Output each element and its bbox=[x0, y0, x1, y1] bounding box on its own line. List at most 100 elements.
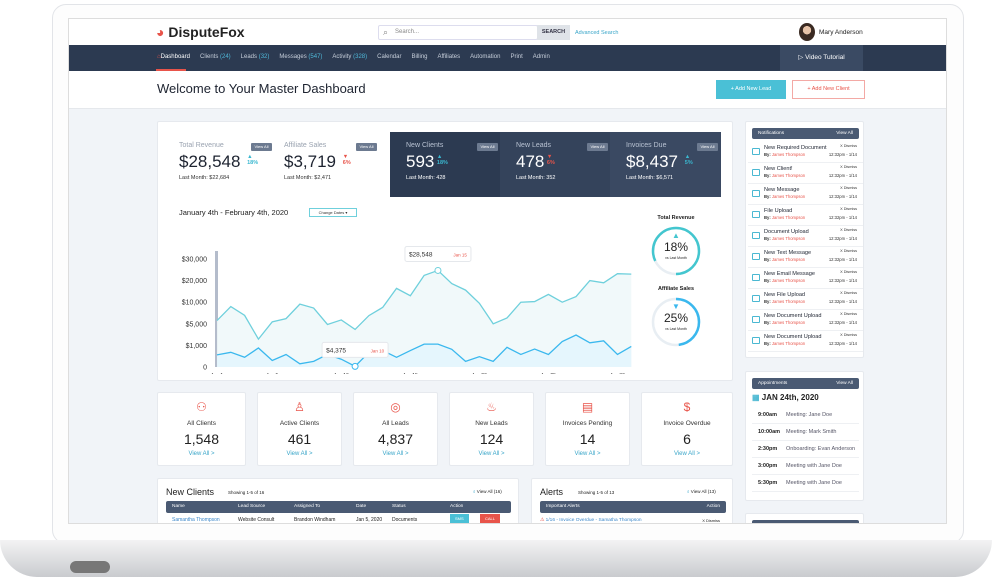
tile-all-leads[interactable]: ◎ All Leads 4,837 View All > bbox=[353, 392, 438, 466]
nav-item-automation[interactable]: Automation bbox=[470, 54, 500, 60]
appointment-item[interactable]: 10:00am Meeting: Mark Smith bbox=[752, 424, 859, 441]
document-icon: ▤ bbox=[581, 400, 594, 414]
dismiss-button[interactable]: X Dismiss bbox=[840, 144, 857, 148]
appointment-item[interactable]: 2:30pm Onboarding: Evan Anderson bbox=[752, 441, 859, 458]
tile-view-all-link[interactable]: View All > bbox=[188, 451, 215, 457]
dismiss-button[interactable]: X Dismiss bbox=[702, 518, 720, 523]
flame-icon: ♨ bbox=[486, 400, 497, 414]
notification-icon bbox=[752, 316, 760, 323]
dismiss-button[interactable]: X Dismiss bbox=[840, 312, 857, 316]
nav-item-activity[interactable]: Activity (328) bbox=[332, 54, 367, 60]
column-header: Name bbox=[172, 504, 185, 509]
nav-item-billing[interactable]: Billing bbox=[411, 54, 427, 60]
nav-item-print[interactable]: Print bbox=[510, 54, 522, 60]
search-button[interactable]: SEARCH bbox=[537, 25, 570, 40]
dismiss-button[interactable]: X Dismiss bbox=[840, 333, 857, 337]
view-all-button[interactable]: View All bbox=[356, 143, 377, 151]
notification-by: By: James Thompson bbox=[764, 194, 805, 199]
appointment-item[interactable]: 5:30pm Meeting with Jane Doe bbox=[752, 475, 859, 492]
video-tutorial-button[interactable]: ▷ Video Tutorial bbox=[780, 45, 863, 71]
column-header: Action bbox=[450, 504, 464, 509]
add-new-client-button[interactable]: + Add New Client bbox=[792, 80, 865, 99]
notification-item[interactable]: New Message By: James Thompson X Dismiss 12… bbox=[748, 184, 863, 205]
tile-view-all-link[interactable]: View All > bbox=[382, 451, 409, 457]
x-tick-label: Jan 1 bbox=[211, 373, 223, 374]
tooltip-value: $4,375 bbox=[326, 347, 346, 354]
new-clients-view-all[interactable]: ⌕ View All (16) bbox=[473, 489, 502, 494]
appointments-date-text: JAN 24th, 2020 bbox=[761, 393, 819, 402]
nav-item-admin[interactable]: Admin bbox=[533, 54, 550, 60]
table-cell[interactable]: Samantha Thompson bbox=[172, 517, 220, 523]
notification-item[interactable]: New Text Message By: James Thompson X Dism… bbox=[748, 247, 863, 268]
view-all-button[interactable]: View All bbox=[587, 143, 608, 151]
nav-item-dashboard[interactable]: ⌂Dashboard bbox=[157, 54, 190, 60]
view-all-button[interactable]: View All bbox=[477, 143, 498, 151]
nav-item-leads[interactable]: Leads (32) bbox=[241, 54, 270, 60]
dismiss-button[interactable]: X Dismiss bbox=[840, 207, 857, 211]
notifications-header: Notifications View All bbox=[752, 128, 859, 139]
tile-invoice-overdue[interactable]: $ Invoice Overdue 6 View All > bbox=[641, 392, 733, 466]
notification-time: 12:32pm - 1/14 bbox=[828, 215, 857, 220]
stat-value: $8,437 bbox=[626, 152, 678, 171]
search-input[interactable]: ⌕ Search... bbox=[378, 25, 538, 40]
logo[interactable]: ◕ DisputeFox bbox=[156, 24, 245, 40]
x-tick-label: Jan 30 bbox=[610, 373, 625, 374]
nav-item-messages[interactable]: Messages (547) bbox=[279, 54, 322, 60]
tile-new-leads[interactable]: ♨ New Leads 124 View All > bbox=[449, 392, 534, 466]
tile-label: New Leads bbox=[475, 420, 508, 427]
sms-button[interactable]: SMS bbox=[450, 514, 469, 523]
notification-item[interactable]: New Required Document By: James Thompson X… bbox=[748, 142, 863, 163]
change-dates-dropdown[interactable]: Change Dates ▾ bbox=[309, 208, 357, 217]
arrow-up-icon: ▲ bbox=[672, 231, 680, 240]
tile-all-clients[interactable]: ⚇ All Clients 1,548 View All > bbox=[157, 392, 246, 466]
notification-item[interactable]: New Client! By: James Thompson X Dismiss 12… bbox=[748, 163, 863, 184]
appointment-time: 9:00am bbox=[758, 412, 777, 418]
appointments-view-all[interactable]: View All bbox=[836, 381, 853, 386]
notification-item[interactable]: New Email Message By: James Thompson X Dis… bbox=[748, 268, 863, 289]
call-button[interactable]: CALL bbox=[480, 514, 501, 523]
nav-label: Print bbox=[510, 54, 523, 60]
tile-view-all-link[interactable]: View All > bbox=[286, 451, 313, 457]
tile-invoices-pending[interactable]: ▤ Invoices Pending 14 View All > bbox=[545, 392, 630, 466]
tile-view-all-link[interactable]: View All > bbox=[673, 451, 701, 457]
notification-item[interactable]: New Document Upload By: James Thompson X D… bbox=[748, 331, 863, 352]
nav-item-calendar[interactable]: Calendar bbox=[377, 54, 401, 60]
appointment-item[interactable]: 9:00am Meeting: Jane Doe bbox=[752, 407, 859, 424]
notification-item[interactable]: File Upload By: James Thompson X Dismiss 12… bbox=[748, 205, 863, 226]
dismiss-button[interactable]: X Dismiss bbox=[840, 291, 857, 295]
by-label: By: bbox=[764, 173, 771, 178]
dismiss-button[interactable]: X Dismiss bbox=[840, 186, 857, 190]
add-new-lead-button[interactable]: + Add New Lead bbox=[716, 80, 786, 99]
dismiss-button[interactable]: X Dismiss bbox=[840, 249, 857, 253]
appointment-item[interactable]: 3:00pm Meeting with Jane Doe bbox=[752, 458, 859, 475]
stat-value: $28,548 bbox=[179, 152, 241, 171]
tile-active-clients[interactable]: ♙ Active Clients 461 View All > bbox=[257, 392, 342, 466]
view-all-button[interactable]: View All bbox=[697, 143, 718, 151]
appointment-desc: Meeting: Jane Doe bbox=[786, 412, 833, 418]
gauge-ring bbox=[651, 297, 701, 347]
dismiss-button[interactable]: X Dismiss bbox=[840, 228, 857, 232]
notification-time: 12:32pm - 1/14 bbox=[828, 320, 857, 325]
notifications-view-all[interactable]: View All bbox=[836, 131, 853, 136]
data-point-marker bbox=[351, 362, 359, 370]
alerts-title: Alerts bbox=[540, 487, 564, 497]
nav-item-clients[interactable]: Clients (24) bbox=[200, 54, 231, 60]
alerts-view-all[interactable]: ⌕ View All (13) bbox=[687, 489, 716, 494]
table-row[interactable]: Samantha Thompson Website Consult Brandon … bbox=[166, 514, 511, 523]
x-tick-label: Jan 10 bbox=[334, 373, 349, 374]
notification-item[interactable]: Document Upload By: James Thompson X Dismi… bbox=[748, 226, 863, 247]
nav-item-affiliates[interactable]: Affiliates bbox=[438, 54, 461, 60]
advanced-search-link[interactable]: Advanced Search bbox=[575, 30, 619, 36]
user-name[interactable]: Mary Anderson bbox=[819, 29, 863, 36]
dismiss-button[interactable]: X Dismiss bbox=[840, 165, 857, 169]
appointment-desc: Meeting: Mark Smith bbox=[786, 429, 837, 435]
notification-item[interactable]: New File Upload By: James Thompson X Dismi… bbox=[748, 289, 863, 310]
alert-row[interactable]: ⚠ 1/16 - Invoice Overdue - Samatha Thomp… bbox=[540, 518, 726, 523]
tile-view-all-link[interactable]: View All > bbox=[478, 451, 505, 457]
dismiss-button[interactable]: X Dismiss bbox=[840, 270, 857, 274]
notification-item[interactable]: New Document Upload By: James Thompson X D… bbox=[748, 310, 863, 331]
view-all-button[interactable]: View All bbox=[251, 143, 272, 151]
nav-count: (547) bbox=[308, 54, 323, 60]
tile-view-all-link[interactable]: View All > bbox=[574, 451, 601, 457]
avatar[interactable] bbox=[799, 23, 815, 41]
